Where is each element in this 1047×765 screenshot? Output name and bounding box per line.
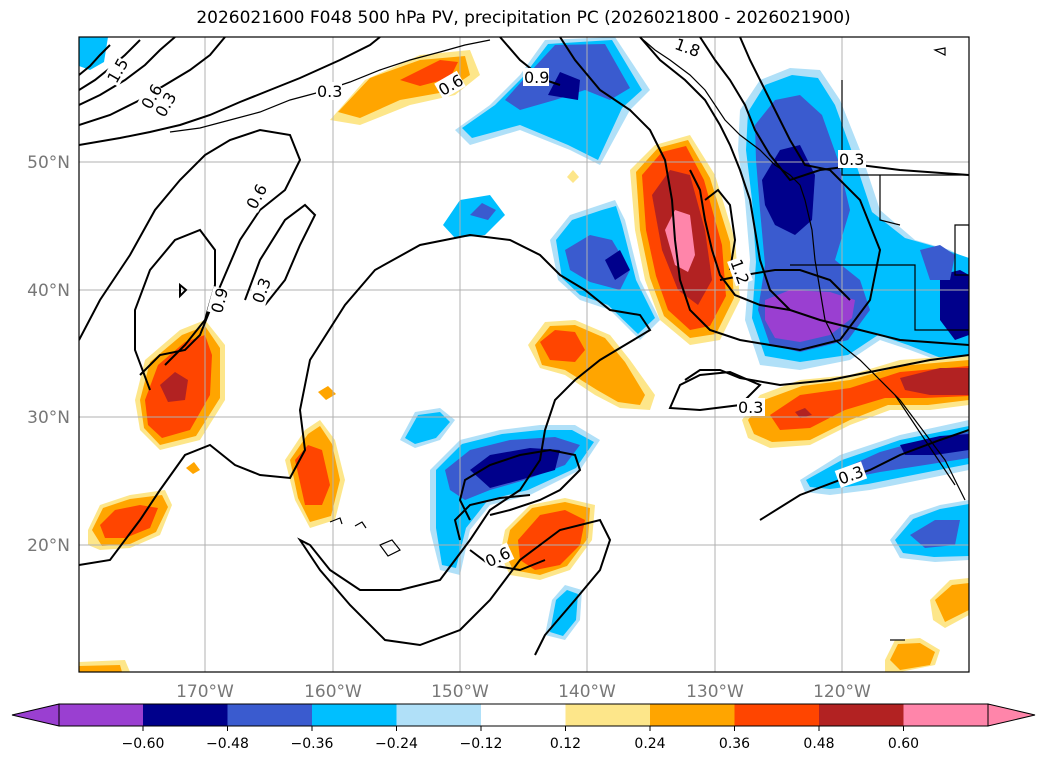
colorbar-tick-label: −0.48 [206, 736, 249, 752]
colorbar-tick-label: −0.36 [291, 736, 334, 752]
map-frame [78, 36, 970, 673]
colorbar-bin [59, 704, 143, 726]
colorbar-bin [734, 704, 819, 726]
contour-label-0-9-b: 0.9 [524, 68, 549, 87]
pv-contours [79, 37, 969, 656]
lat-label-20n: 20°N [27, 536, 70, 556]
colorbar-tick-label: 0.12 [550, 736, 581, 752]
colorbar-extend-low [11, 703, 60, 727]
colorbar-tick-label: −0.12 [460, 736, 503, 752]
longitude-labels: 170°W 160°W 150°W 140°W 130°W 120°W [176, 682, 871, 702]
map-title: 2026021600 F048 500 hPa PV, precipitatio… [196, 8, 851, 28]
lat-label-50n: 50°N [27, 153, 70, 173]
colorbar-tick-label: −0.60 [122, 736, 165, 752]
colorbar-bin [227, 704, 312, 726]
colorbar-bin [481, 704, 566, 726]
lon-label-160w: 160°W [304, 682, 362, 702]
colorbar-bin [650, 704, 735, 726]
colorbar: −0.60 −0.48 −0.36 −0.24 −0.12 0.12 0.24 0.36 0.4… [11, 703, 1036, 752]
colorbar-tick-label: −0.24 [375, 736, 418, 752]
colorbar-bin [565, 704, 650, 726]
colorbar-tick-label: 0.24 [634, 736, 665, 752]
colorbar-bin [903, 704, 988, 726]
lat-label-30n: 30°N [27, 408, 70, 428]
colorbar-bin [819, 704, 904, 726]
colorbar-tick-label: 0.36 [719, 736, 750, 752]
lon-label-120w: 120°W [813, 682, 871, 702]
colorbar-tick-label: 0.60 [888, 736, 919, 752]
contour-label-1-8: 1.8 [672, 34, 702, 61]
precip-fills [79, 37, 969, 672]
lon-label-150w: 150°W [431, 682, 489, 702]
colorbar-bin [143, 704, 228, 726]
lon-label-130w: 130°W [686, 682, 744, 702]
colorbar-outline [58, 703, 989, 727]
lon-label-170w: 170°W [176, 682, 234, 702]
lon-label-140w: 140°W [558, 682, 616, 702]
contour-label-0-3-b: 0.3 [317, 82, 342, 101]
contour-label-0-3-c: 0.3 [839, 150, 864, 169]
lat-label-40n: 40°N [27, 281, 70, 301]
colorbar-tick-label: 0.48 [803, 736, 834, 752]
colorbar-bin [396, 704, 481, 726]
colorbar-extend-high [987, 703, 1036, 727]
contour-label-0-3-d: 0.3 [738, 398, 763, 417]
colorbar-bin [312, 704, 397, 726]
latitude-labels: 50°N 40°N 30°N 20°N [27, 153, 70, 556]
